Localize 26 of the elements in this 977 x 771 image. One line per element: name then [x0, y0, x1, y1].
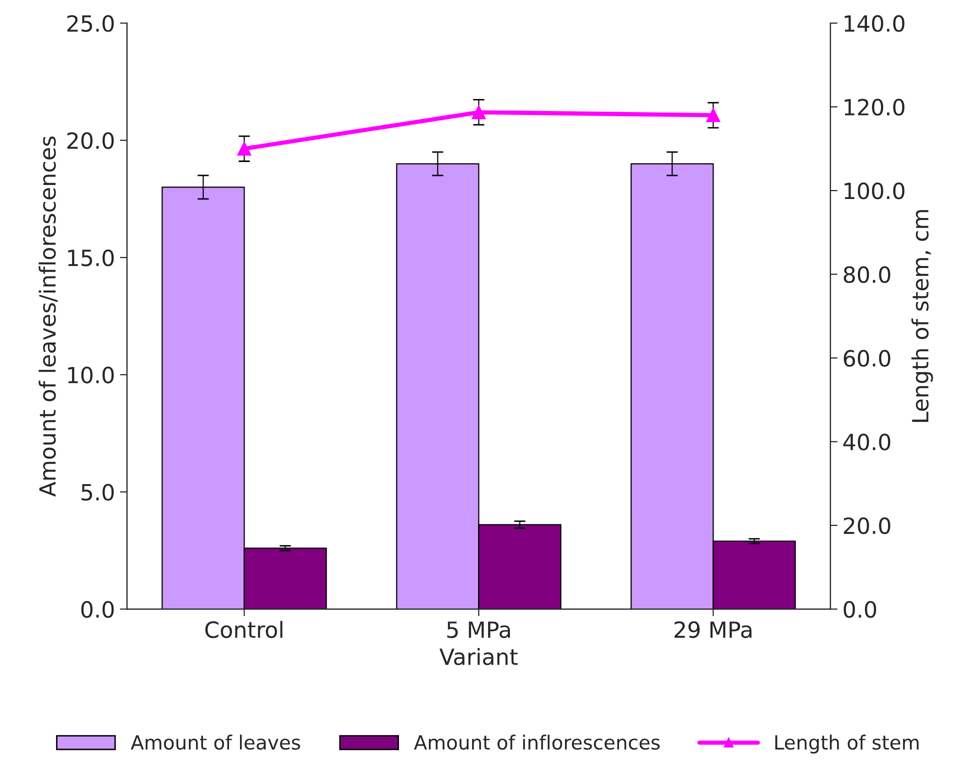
legend-label: Amount of leaves [130, 734, 300, 750]
x-tick-label: Control [205, 620, 282, 638]
y2-tick-label: 100.0 [844, 182, 904, 200]
y2-tick-label: 40.0 [843, 434, 890, 450]
y2-tick-label: 80.0 [844, 266, 890, 284]
y2-tick-label: 20.0 [844, 517, 890, 534]
y2-axis-title: Length of stem, cm [911, 210, 933, 422]
legend-label: Amount of inflorescences [414, 734, 660, 750]
point [472, 105, 486, 120]
y2-tick-label: 60.0 [844, 350, 890, 367]
x-tick-label: 5 MPa [447, 622, 510, 638]
y-tick-label: 10.0 [68, 366, 114, 384]
y-tick-label: 25.0 [67, 15, 114, 32]
y2-tick-label: 140.0 [844, 15, 904, 32]
point [706, 108, 720, 122]
y-tick-label: 15.0 [68, 249, 114, 266]
y2-tick-label: 0.0 [844, 601, 876, 618]
y-tick-label: 20.0 [67, 132, 114, 150]
y-tick-label: 0.0 [81, 601, 114, 618]
legend-label: Length of stem [775, 734, 919, 754]
point [237, 142, 252, 156]
y-axis-title: Amount of leaves/inflorescences [38, 136, 58, 497]
x-tick-label: 29 MPa [674, 621, 752, 638]
x-axis-title: Variant [439, 648, 518, 666]
y2-tick-label: 120.0 [844, 98, 904, 116]
y-tick-label: 5.0 [82, 484, 114, 501]
